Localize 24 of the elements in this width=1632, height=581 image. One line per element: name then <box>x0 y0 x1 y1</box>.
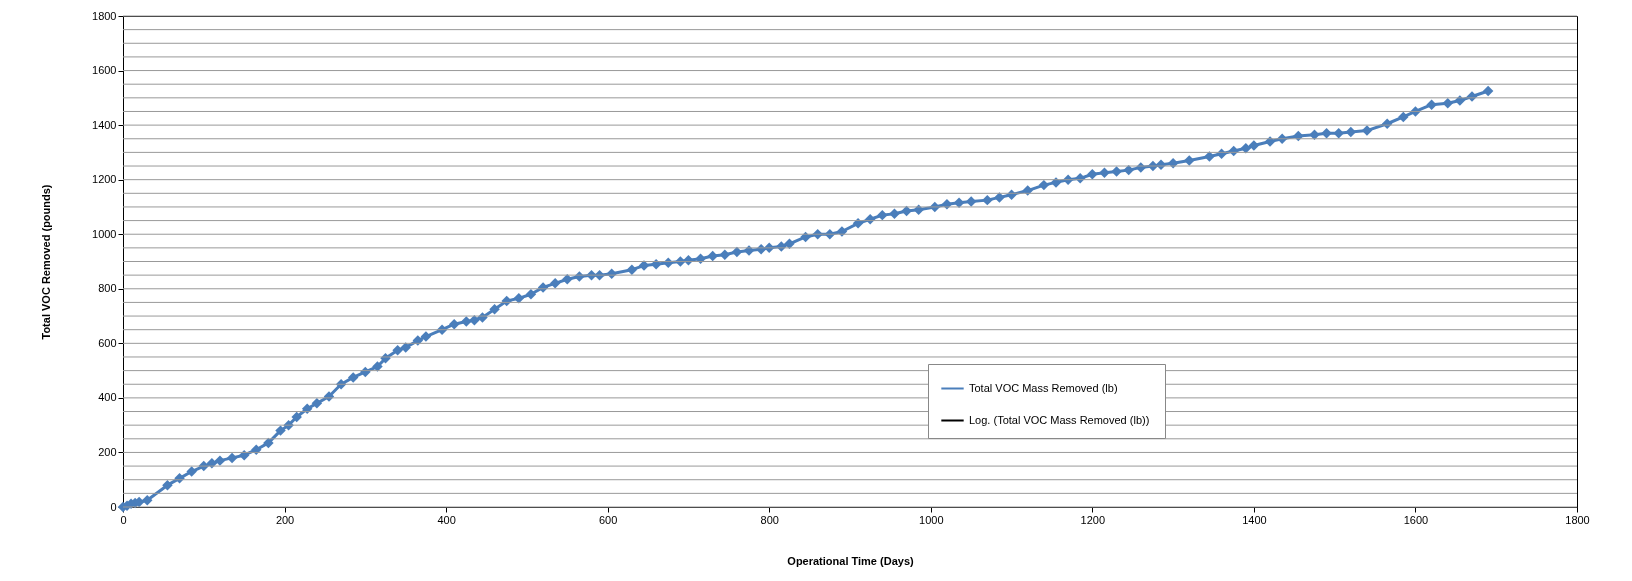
y-tick-label: 1800 <box>92 9 117 22</box>
x-tick-label: 1800 <box>1565 513 1590 526</box>
y-axis-title: Total VOC Removed (pounds) <box>40 184 53 340</box>
legend-label: Log. (Total VOC Mass Removed (lb)) <box>969 413 1150 426</box>
x-tick-label: 400 <box>437 513 456 526</box>
y-tick-label: 1600 <box>92 64 117 77</box>
x-axis-title: Operational Time (Days) <box>787 554 914 567</box>
x-tick-label: 1200 <box>1080 513 1106 526</box>
y-tick-label: 1200 <box>92 173 117 186</box>
x-tick-label: 800 <box>760 513 779 526</box>
y-tick-label: 1000 <box>92 227 117 240</box>
x-tick-label: 1600 <box>1403 513 1429 526</box>
y-tick-label: 400 <box>98 391 117 404</box>
x-tick-label: 200 <box>275 513 295 526</box>
y-tick-label: 200 <box>98 445 117 458</box>
y-tick-label: 800 <box>98 282 117 295</box>
y-tick-label: 600 <box>98 336 117 349</box>
x-tick-label: 1400 <box>1242 513 1267 526</box>
x-tick-label: 600 <box>598 513 618 526</box>
y-tick-label: 0 <box>110 500 117 513</box>
x-tick-label: 0 <box>120 513 127 526</box>
legend-label: Total VOC Mass Removed (lb) <box>969 381 1118 394</box>
x-tick-label: 1000 <box>919 513 944 526</box>
y-tick-label: 1400 <box>92 118 117 131</box>
